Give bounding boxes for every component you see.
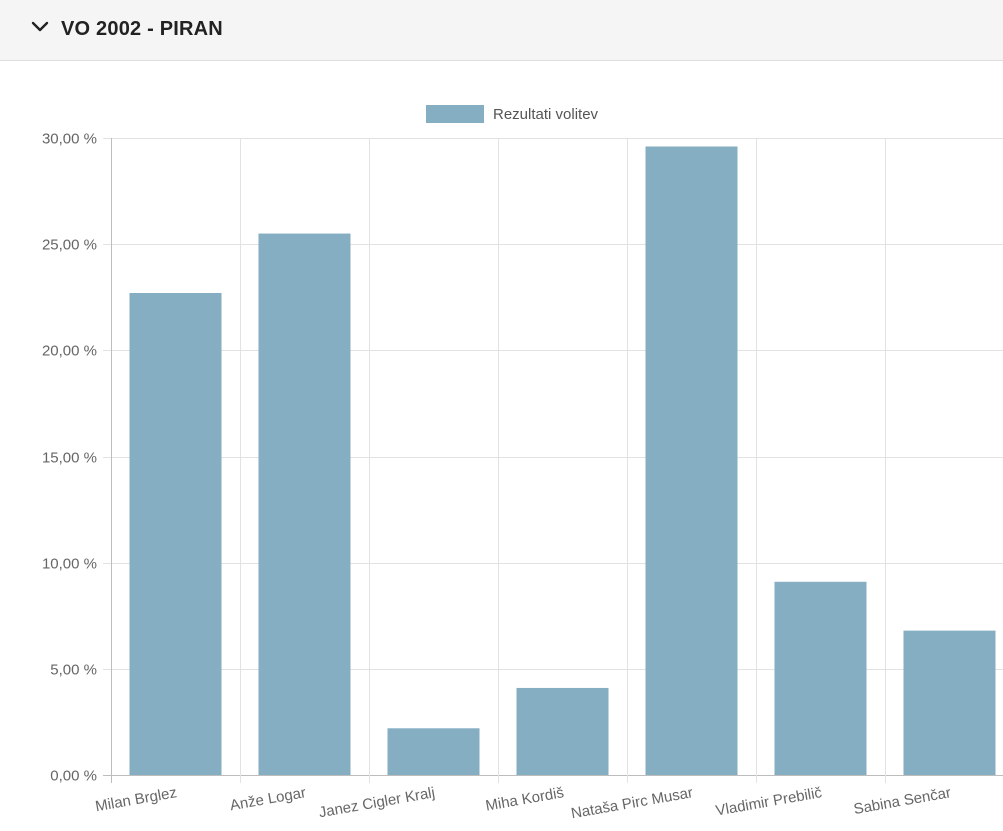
bar[interactable] [774,581,867,775]
x-tick-label: Vladimir Prebilič [714,784,823,820]
legend-swatch [426,105,484,123]
chart-legend[interactable]: Rezultati volitev [426,103,598,125]
chevron-down-icon[interactable] [31,20,49,34]
x-tick-label: Janez Cigler Kralj [317,784,436,821]
panel-header[interactable]: VO 2002 - PIRAN [0,0,1003,61]
x-tick-label: Miha Kordiš [484,784,565,814]
y-tick-label: 15,00 % [42,450,97,467]
x-tick-label: Nataša Pirc Musar [570,784,694,822]
bar[interactable] [516,687,609,775]
y-tick-label: 20,00 % [42,343,97,360]
x-tick-label: Milan Brglez [94,784,178,815]
bar[interactable] [645,146,738,775]
y-tick-label: 5,00 % [50,662,97,679]
bar[interactable] [258,233,351,776]
bar[interactable] [387,728,480,775]
bar[interactable] [129,293,222,775]
y-tick-label: 0,00 % [50,768,97,785]
bar[interactable] [903,630,996,775]
y-tick-label: 10,00 % [42,556,97,573]
panel-title: VO 2002 - PIRAN [61,18,223,40]
y-tick-label: 30,00 % [42,131,97,148]
y-tick-label: 25,00 % [42,237,97,254]
legend-label: Rezultati volitev [493,105,599,123]
x-tick-label: Anže Logar [229,784,308,814]
x-tick-label: Sabina Senčar [852,784,952,818]
